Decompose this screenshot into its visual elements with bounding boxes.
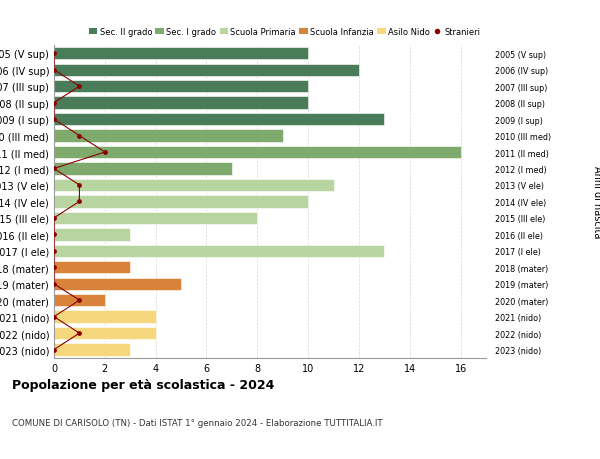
Bar: [54, 114, 385, 126]
Point: [49, 313, 59, 321]
Point: [74, 182, 84, 189]
Bar: [54, 196, 308, 208]
Text: COMUNE DI CARISOLO (TN) - Dati ISTAT 1° gennaio 2024 - Elaborazione TUTTITALIA.I: COMUNE DI CARISOLO (TN) - Dati ISTAT 1° …: [12, 418, 383, 427]
Point: [49, 280, 59, 288]
Bar: [54, 278, 181, 290]
Bar: [54, 245, 385, 257]
Point: [74, 83, 84, 90]
Point: [49, 264, 59, 271]
Point: [49, 100, 59, 107]
Bar: [54, 163, 232, 175]
Point: [100, 149, 110, 157]
Point: [49, 165, 59, 173]
Text: Popolazione per età scolastica - 2024: Popolazione per età scolastica - 2024: [12, 379, 274, 392]
Bar: [54, 262, 130, 274]
Bar: [54, 81, 308, 93]
Bar: [54, 212, 257, 224]
Bar: [54, 64, 359, 77]
Text: Anni di nascita: Anni di nascita: [592, 166, 600, 238]
Point: [49, 50, 59, 58]
Point: [49, 231, 59, 239]
Bar: [54, 48, 308, 60]
Point: [74, 297, 84, 304]
Point: [49, 67, 59, 74]
Bar: [54, 130, 283, 142]
Point: [49, 215, 59, 222]
Point: [74, 330, 84, 337]
Bar: [54, 146, 461, 159]
Point: [74, 133, 84, 140]
Point: [49, 116, 59, 123]
Bar: [54, 311, 155, 323]
Bar: [54, 229, 130, 241]
Bar: [54, 327, 155, 340]
Bar: [54, 179, 334, 192]
Point: [49, 247, 59, 255]
Bar: [54, 97, 308, 110]
Legend: Sec. II grado, Sec. I grado, Scuola Primaria, Scuola Infanzia, Asilo Nido, Stran: Sec. II grado, Sec. I grado, Scuola Prim…: [87, 26, 482, 39]
Bar: [54, 294, 105, 307]
Point: [74, 198, 84, 206]
Bar: [54, 344, 130, 356]
Point: [49, 346, 59, 353]
